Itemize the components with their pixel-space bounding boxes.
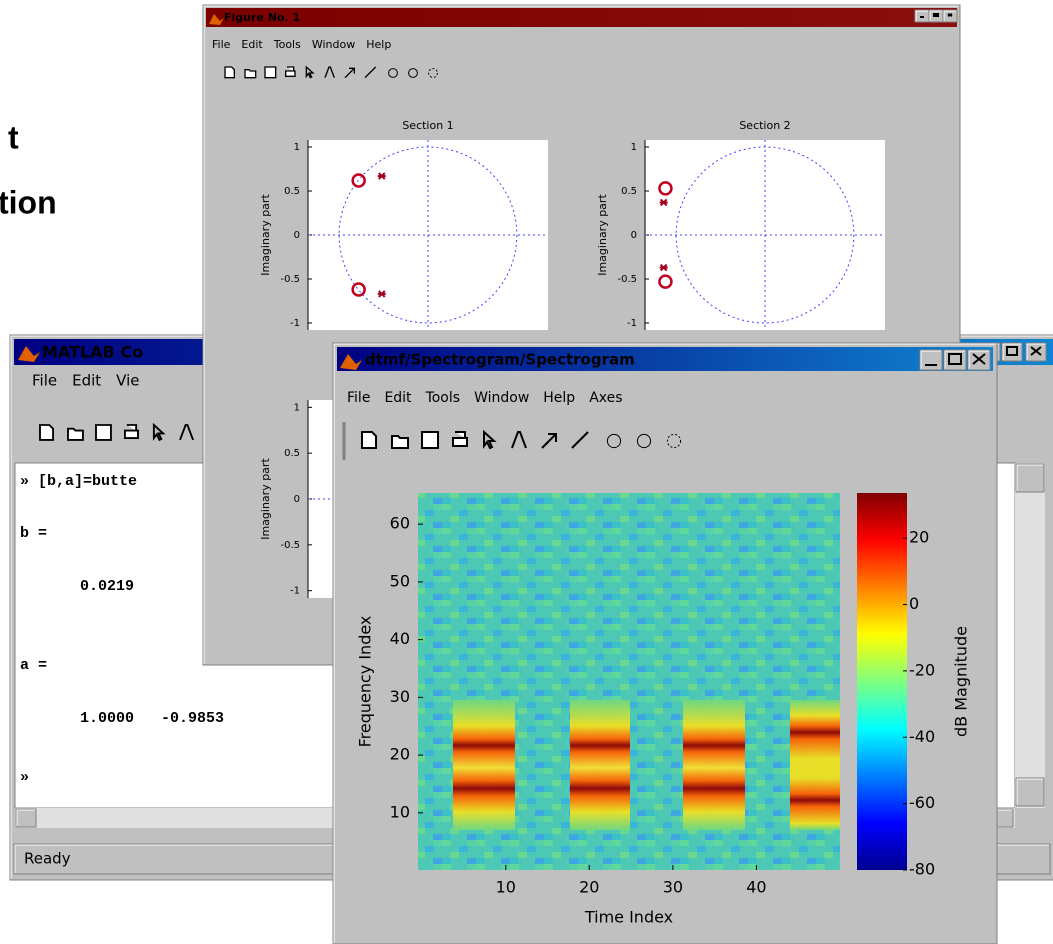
panel	[1002, 343, 1022, 361]
console-line: 0.0219	[80, 578, 134, 595]
y-tick-label: 1	[294, 142, 300, 153]
plot-title: Section 1	[402, 119, 453, 132]
y-tick-label: 0.5	[284, 186, 300, 197]
y-tick-label: 1	[294, 402, 300, 413]
panel	[16, 809, 36, 827]
window-title: Figure No. 1	[224, 11, 300, 24]
y-tick-label: -1	[290, 318, 300, 329]
heatmap-band	[790, 700, 840, 830]
colorbar-tick-label: 20	[909, 528, 929, 547]
scrollbar[interactable]	[1015, 463, 1045, 808]
x-axis-label: Time Index	[584, 908, 673, 927]
y-tick-label: -1	[290, 586, 300, 597]
menu-item[interactable]: Window	[474, 390, 529, 406]
y-tick-label: -1	[627, 318, 637, 329]
menu-item[interactable]: Help	[543, 390, 575, 406]
y-tick-label: 40	[390, 629, 410, 648]
toolbar-icon[interactable]	[225, 67, 234, 78]
menu-item[interactable]: File	[212, 38, 231, 51]
toolbar-icon[interactable]	[392, 436, 408, 448]
window-button[interactable]	[948, 14, 952, 16]
colorbar-tick-label: -20	[909, 660, 935, 679]
menu-item[interactable]: Edit	[384, 390, 412, 406]
panel	[1016, 464, 1044, 492]
x-tick-label: 30	[663, 878, 683, 897]
y-tick-label: 30	[390, 687, 410, 706]
heatmap-band	[683, 700, 745, 830]
menu-item[interactable]: Tools	[273, 38, 301, 51]
y-axis-label: Imaginary part	[596, 194, 609, 276]
y-tick-label: 0.5	[621, 186, 637, 197]
y-tick-label: -0.5	[280, 274, 300, 285]
colorbar-tick-label: 0	[909, 594, 919, 613]
colorbar-label: dB Magnitude	[952, 626, 971, 737]
toolbar-icon[interactable]	[265, 67, 276, 78]
panel	[1016, 778, 1044, 806]
window-title: MATLAB Co	[42, 343, 143, 362]
x-tick-label: 40	[746, 878, 766, 897]
screenshot: t tion MATLAB Co File Edit Vie » [b,a]=butte b …	[0, 0, 1053, 944]
menu-item[interactable]: Tools	[425, 390, 461, 406]
menu-item[interactable]: File	[347, 390, 370, 406]
colorbar-tick-label: -40	[909, 727, 935, 746]
y-tick-label: -0.5	[617, 274, 637, 285]
colorbar-tick-label: -80	[909, 860, 935, 879]
console-line: a =	[20, 657, 47, 674]
y-tick-label: 1	[631, 142, 637, 153]
y-axis-label: Imaginary part	[259, 194, 272, 276]
menu-item[interactable]: Window	[312, 38, 355, 51]
console-line: b =	[20, 525, 47, 542]
y-tick-label: 20	[390, 745, 410, 764]
background-text: t tion	[0, 119, 57, 220]
colorbar-tick-label: -60	[909, 793, 935, 812]
panel	[920, 350, 942, 370]
y-tick-label: 0	[294, 230, 300, 241]
menu-item[interactable]: Axes	[589, 390, 622, 406]
spectrogram-window: dtmf/Spectrogram/Spectrogram File Edit Tool…	[333, 343, 997, 944]
x-tick-label: 10	[496, 878, 516, 897]
y-tick-label: 60	[390, 514, 410, 533]
slide-text: t	[8, 119, 19, 155]
window-title: dtmf/Spectrogram/Spectrogram	[365, 351, 635, 369]
page: {"background_text": ["t", "tion"], "comm…	[0, 0, 1053, 944]
y-tick-label: 50	[390, 571, 410, 590]
title-bar	[206, 8, 957, 27]
toolbar-icon[interactable]	[68, 429, 83, 440]
y-tick-label: 0	[631, 230, 637, 241]
toolbar-icon[interactable]	[362, 432, 376, 448]
console-line: » [b,a]=butte	[20, 473, 137, 490]
plot-title: Section 2	[739, 119, 790, 132]
menu-item[interactable]: File	[32, 372, 57, 390]
menu-item[interactable]: Vie	[116, 372, 139, 390]
y-tick-label: 10	[390, 802, 410, 821]
window-button[interactable]	[934, 14, 938, 16]
console-line: 1.0000 -0.9853	[80, 710, 224, 727]
menu-item[interactable]: Edit	[241, 38, 263, 51]
toolbar-icon[interactable]	[40, 425, 53, 440]
y-tick-label: 0	[294, 494, 300, 505]
menu-item[interactable]: Help	[366, 38, 391, 51]
x-tick-label: 20	[579, 878, 599, 897]
y-axis-label: Imaginary part	[259, 458, 272, 540]
toolbar-icon[interactable]	[245, 70, 256, 78]
console-line: »	[20, 769, 29, 786]
y-tick-label: -0.5	[280, 540, 300, 551]
toolbar-icon[interactable]	[96, 425, 111, 440]
menu-item[interactable]: Edit	[72, 372, 101, 390]
toolbar-icon[interactable]	[422, 432, 438, 448]
heatmap-band	[570, 700, 630, 830]
y-tick-label: 0.5	[284, 448, 300, 459]
slide-text: tion	[0, 184, 57, 220]
y-axis-label: Frequency Index	[356, 616, 375, 748]
heatmap-band	[453, 700, 515, 830]
colorbar	[857, 493, 907, 870]
status-text: Ready	[24, 850, 71, 868]
